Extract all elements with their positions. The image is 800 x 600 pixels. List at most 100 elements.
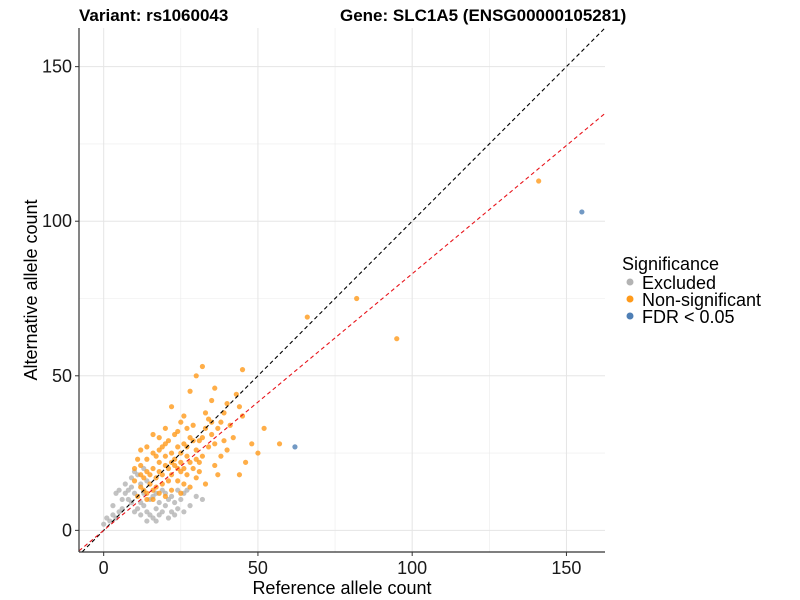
y-tick-label: 100	[42, 211, 72, 231]
point-fdr	[579, 209, 585, 215]
y-axis-label: Alternative allele count	[21, 199, 41, 380]
point-non-significant	[536, 178, 542, 184]
point-non-significant	[168, 450, 175, 456]
point-non-significant	[199, 435, 206, 441]
point-excluded	[144, 518, 150, 524]
point-non-significant	[205, 416, 212, 422]
x-tick-label: 0	[99, 558, 109, 578]
point-non-significant	[150, 465, 156, 472]
point-excluded	[153, 518, 159, 524]
point-excluded	[172, 499, 178, 506]
point-non-significant	[212, 385, 218, 391]
legend-label-non-significant: Non-significant	[642, 290, 761, 310]
point-excluded	[101, 521, 107, 527]
point-non-significant	[212, 441, 218, 447]
point-non-significant	[199, 453, 206, 459]
point-non-significant	[165, 438, 172, 444]
point-non-significant	[181, 413, 187, 419]
point-non-significant	[144, 496, 150, 503]
point-non-significant	[242, 459, 249, 465]
point-non-significant	[144, 444, 150, 450]
point-excluded	[162, 503, 168, 509]
point-non-significant	[138, 462, 144, 469]
point-non-significant	[236, 472, 243, 478]
point-non-significant	[239, 413, 246, 419]
point-excluded	[119, 496, 125, 503]
point-non-significant	[304, 314, 310, 320]
point-excluded	[128, 484, 135, 490]
point-non-significant	[209, 397, 215, 404]
legend-label-excluded: Excluded	[642, 273, 716, 293]
point-non-significant	[168, 487, 175, 493]
major-grid	[79, 28, 605, 552]
point-non-significant	[144, 456, 150, 462]
point-excluded	[175, 506, 181, 512]
point-excluded	[181, 509, 187, 515]
point-excluded	[153, 506, 159, 512]
point-non-significant	[202, 481, 209, 487]
point-excluded	[178, 496, 184, 503]
point-non-significant	[276, 441, 283, 447]
point-non-significant	[239, 367, 246, 373]
point-non-significant	[184, 472, 190, 478]
point-excluded	[107, 518, 113, 524]
point-non-significant	[131, 478, 138, 484]
y-tick-label: 0	[62, 520, 72, 540]
legend-title: Significance	[622, 254, 719, 274]
point-non-significant	[147, 472, 153, 478]
point-excluded	[165, 515, 172, 521]
point-non-significant	[175, 478, 181, 484]
point-excluded	[125, 496, 131, 503]
point-non-significant	[202, 410, 209, 416]
point-non-significant	[162, 425, 168, 431]
x-axis-ticks: 0 50 100 150	[99, 552, 581, 578]
point-non-significant	[224, 447, 230, 453]
point-excluded	[122, 481, 128, 487]
point-non-significant	[131, 465, 138, 472]
reference-line-fit	[78, 112, 606, 552]
point-excluded	[131, 509, 138, 515]
point-non-significant	[184, 425, 190, 431]
point-excluded	[187, 503, 193, 509]
legend-key-non-significant	[626, 295, 634, 303]
point-excluded	[110, 503, 116, 509]
point-non-significant	[394, 336, 400, 342]
point-non-significant	[172, 431, 178, 438]
x-tick-label: 100	[397, 558, 427, 578]
point-non-significant	[135, 456, 141, 462]
x-axis-label: Reference allele count	[252, 578, 431, 598]
point-non-significant	[159, 444, 165, 450]
series-fdr	[292, 209, 585, 450]
legend-label-fdr: FDR < 0.05	[642, 307, 735, 327]
point-non-significant	[165, 478, 172, 484]
point-non-significant	[187, 484, 193, 490]
point-excluded	[199, 496, 206, 503]
point-non-significant	[138, 447, 144, 453]
point-non-significant	[178, 459, 184, 465]
point-non-significant	[193, 456, 199, 462]
point-non-significant	[162, 453, 168, 459]
point-non-significant	[196, 469, 202, 475]
point-non-significant	[230, 435, 236, 441]
point-non-significant	[193, 475, 199, 481]
point-non-significant	[215, 472, 221, 478]
point-non-significant	[209, 431, 215, 438]
point-non-significant	[156, 459, 162, 465]
plot-area	[78, 27, 606, 553]
point-non-significant	[153, 453, 159, 459]
legend-key-fdr	[626, 312, 634, 320]
point-non-significant	[221, 438, 227, 444]
point-non-significant	[150, 487, 156, 493]
point-excluded	[193, 493, 199, 499]
point-non-significant	[187, 459, 193, 465]
point-non-significant	[178, 490, 184, 496]
point-non-significant	[218, 419, 224, 425]
point-non-significant	[156, 490, 162, 496]
point-non-significant	[212, 462, 218, 469]
point-non-significant	[249, 441, 255, 447]
point-non-significant	[224, 401, 230, 407]
point-fdr	[292, 444, 298, 450]
reference-lines	[78, 27, 606, 553]
legend-key-excluded	[626, 278, 634, 286]
